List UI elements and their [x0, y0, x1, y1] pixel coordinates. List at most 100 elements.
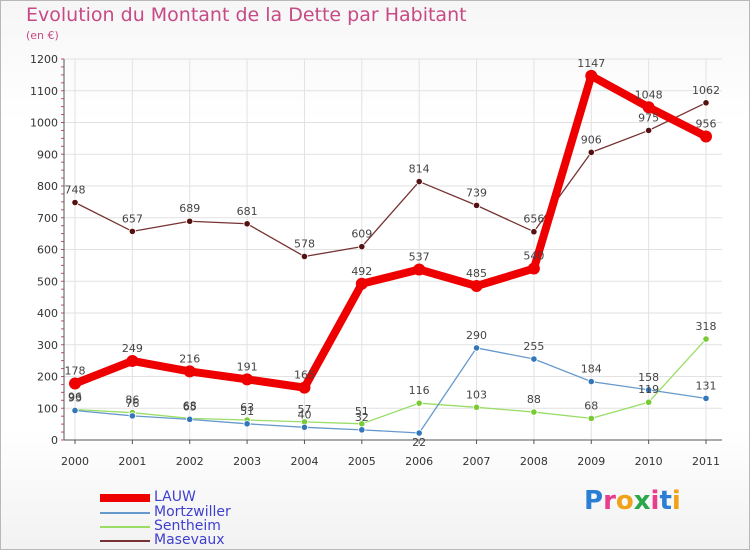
x-tick-label: 2005: [348, 455, 376, 468]
data-label: 609: [351, 228, 372, 241]
proxiti-logo: Proxiti: [584, 486, 681, 516]
y-tick-label: 600: [37, 244, 58, 257]
logo-letter: P: [584, 486, 604, 516]
data-label: 131: [696, 379, 717, 392]
data-point: [128, 412, 136, 420]
data-point: [243, 220, 251, 228]
data-point: [298, 381, 311, 394]
series-line-masevaux: [74, 102, 707, 258]
x-tick-label: 2003: [233, 455, 261, 468]
data-point: [585, 69, 598, 82]
x-tick-label: 2001: [118, 455, 146, 468]
logo-letter: t: [659, 486, 672, 516]
data-point: [126, 354, 139, 367]
data-label: 540: [523, 250, 544, 263]
logo-letter: i: [650, 486, 660, 516]
data-point: [186, 217, 194, 225]
data-label: 814: [409, 163, 430, 176]
series-lines: [69, 69, 712, 437]
x-tick-label: 2009: [577, 455, 605, 468]
x-tick-label: 2004: [290, 455, 318, 468]
data-label: 689: [179, 202, 200, 215]
x-tick-label: 2011: [692, 455, 720, 468]
data-point: [71, 406, 79, 415]
data-point: [71, 198, 79, 207]
data-label: 578: [294, 237, 315, 250]
data-point: [472, 201, 481, 209]
legend-swatch: [100, 526, 150, 528]
data-point: [700, 130, 712, 143]
data-label: 57: [297, 403, 311, 416]
data-label: 86: [125, 394, 139, 407]
data-point: [472, 344, 481, 352]
data-point: [243, 420, 251, 428]
x-tick-label: 2007: [463, 455, 491, 468]
data-label: 93: [68, 391, 82, 404]
data-label: 1062: [692, 84, 720, 97]
data-point: [645, 386, 653, 394]
data-label: 88: [527, 393, 541, 406]
y-tick-label: 1000: [30, 117, 58, 130]
data-label: 492: [351, 265, 372, 278]
data-point: [530, 355, 538, 363]
data-label: 290: [466, 329, 487, 342]
data-label: 119: [638, 383, 659, 396]
data-point: [530, 408, 538, 416]
x-tick-label: 2002: [176, 455, 204, 468]
data-point: [587, 148, 595, 156]
logo-letter: o: [615, 486, 634, 516]
y-tick-label: 300: [37, 339, 58, 352]
data-label: 178: [65, 364, 86, 377]
x-tick-label: 2006: [405, 455, 433, 468]
y-tick-label: 200: [37, 371, 58, 384]
legend-swatch: [100, 512, 150, 514]
chart-title: Evolution du Montant de la Dette par Hab…: [26, 4, 467, 26]
data-point: [186, 415, 194, 423]
data-label: 656: [523, 213, 544, 226]
data-label: 1048: [635, 88, 663, 101]
series-line-sentheim: [74, 338, 707, 425]
data-label: 32: [355, 411, 369, 424]
data-point: [527, 262, 540, 275]
data-label: 158: [638, 371, 659, 384]
data-label: 906: [581, 133, 602, 146]
data-label: 40: [297, 408, 311, 421]
legend-label: Mortzwiller: [154, 504, 231, 520]
data-point: [358, 243, 366, 251]
data-label: 116: [409, 384, 430, 397]
data-point: [69, 377, 81, 390]
data-point: [702, 99, 710, 107]
y-tick-label: 900: [37, 148, 58, 161]
data-label: 63: [240, 401, 254, 414]
data-label: 657: [122, 212, 143, 225]
data-label: 485: [466, 267, 487, 280]
data-point: [587, 377, 595, 386]
grid-lines: [64, 58, 722, 441]
data-label: 184: [581, 363, 602, 376]
data-point: [587, 414, 595, 423]
data-point: [300, 252, 309, 261]
data-point: [645, 126, 653, 135]
y-tick-label: 400: [37, 307, 58, 320]
x-tick-label: 2000: [61, 455, 89, 468]
data-point: [470, 280, 483, 293]
data-label: 51: [240, 405, 254, 418]
data-label: 22: [412, 436, 426, 449]
chart-subtitle: (en €): [26, 29, 59, 42]
y-tick-label: 100: [37, 402, 58, 415]
data-label: 51: [355, 405, 369, 418]
x-tick-label: 2010: [635, 455, 663, 468]
legend-swatch: [100, 540, 150, 542]
data-point: [358, 426, 366, 434]
series-line-lauw: [71, 71, 710, 392]
data-point: [415, 399, 423, 407]
data-point: [300, 423, 309, 431]
y-tick-label: 500: [37, 275, 58, 288]
data-point: [415, 429, 423, 437]
data-label: 191: [237, 360, 258, 373]
data-point: [472, 403, 481, 411]
data-labels: 178 249 216 191 165 492 537 485 540 1147 1048 956 93…: [65, 57, 721, 449]
data-label: 96: [68, 391, 82, 404]
data-label: 1147: [577, 57, 605, 70]
